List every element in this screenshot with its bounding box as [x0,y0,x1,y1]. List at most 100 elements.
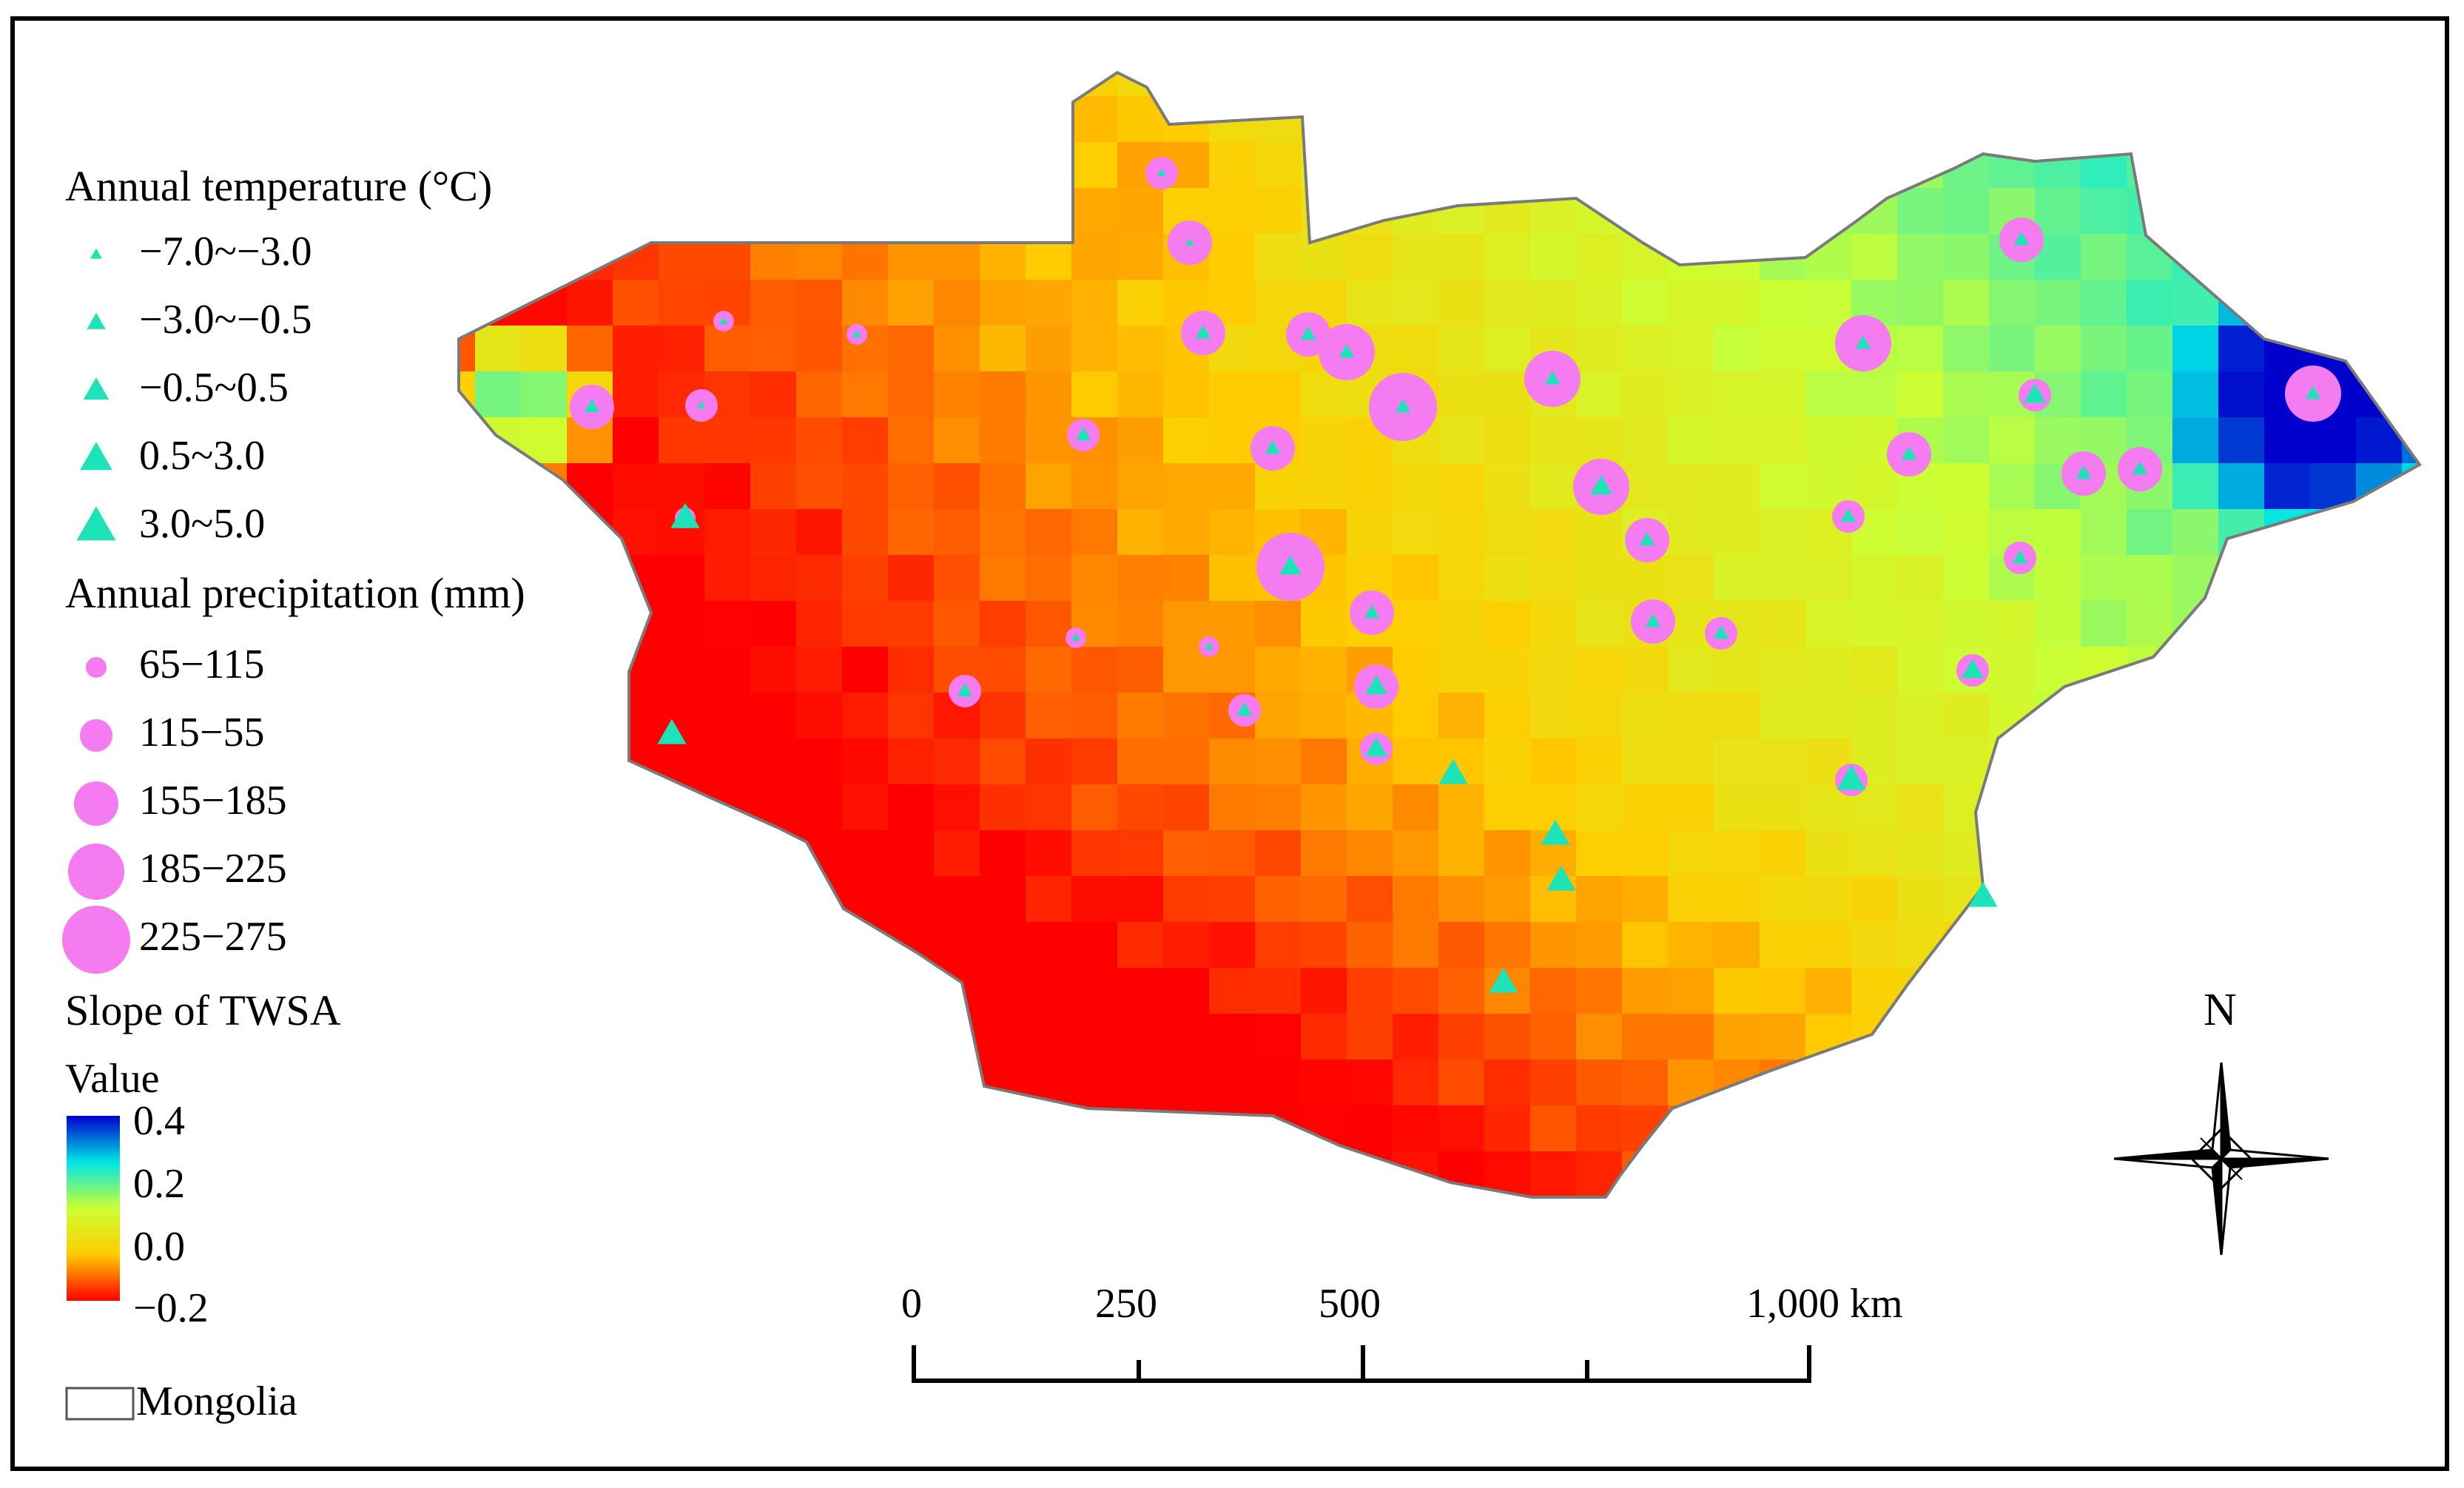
raster-cell [704,96,751,143]
raster-cell [2081,509,2127,556]
raster-cell [659,968,705,1014]
raster-cell [1484,830,1531,877]
raster-cell [1393,693,1439,739]
raster-cell [613,693,659,739]
raster-cell [2402,142,2420,189]
raster-cell [1026,1197,1072,1244]
raster-cell [2402,601,2420,647]
raster-cell [1209,1151,1256,1197]
raster-cell [521,693,568,739]
raster-cell [704,738,751,785]
raster-cell [2127,968,2173,1014]
raster-cell [1760,968,1806,1014]
raster-cell [2127,784,2173,831]
raster-cell [1347,509,1393,556]
raster-cell [1393,1105,1439,1152]
raster-cell [1071,1060,1118,1106]
temperature-triangle [657,718,687,744]
raster-cell [1760,693,1806,739]
raster-cell [796,1197,843,1244]
stations-layer [570,157,2341,993]
temperature-triangle [1365,675,1387,695]
raster-cell [2035,922,2081,969]
raster-cell [613,784,659,831]
raster-cell [704,922,751,969]
raster-cell [2218,509,2265,556]
raster-cell [1163,1060,1210,1106]
raster-cell [2127,509,2173,556]
raster-cell [842,188,889,235]
raster-cell [1989,647,2036,693]
raster-cell [1484,234,1531,280]
raster-cell [750,234,797,280]
raster-cell [1943,371,1990,418]
raster-cell [1484,1014,1531,1060]
station-marker [1199,636,1219,657]
raster-cell [1163,555,1210,602]
raster-cell [1897,876,1944,923]
raster-cell [1209,234,1256,280]
raster-cell [1117,784,1164,831]
raster-cell [1668,326,1714,372]
raster-cell [934,922,980,969]
raster-cell [1897,1060,1944,1106]
raster-cell [2081,1014,2127,1060]
raster-cell [796,73,843,97]
raster-cell [2310,876,2357,923]
raster-cell [1943,142,1990,189]
raster-cell [1209,647,1256,693]
raster-cell [1530,96,1577,143]
raster-cell [1484,1105,1531,1152]
raster-cell [613,73,659,97]
raster-cell [2264,1197,2311,1244]
raster-cell [2264,417,2311,464]
raster-cell [459,1014,476,1060]
temperature-triangle [1075,427,1091,441]
raster-cell [613,738,659,785]
raster-cell [2172,96,2219,143]
raster-cell [1897,738,1944,785]
raster-cell [1484,142,1531,189]
raster-cell [521,555,568,602]
temperature-triangle [1489,967,1518,993]
raster-cell [1622,647,1669,693]
raster-cell [2264,73,2311,97]
raster-cell [1255,1105,1302,1152]
raster-cell [1714,1014,1760,1060]
raster-cell [842,1105,889,1152]
raster-cell [1530,647,1577,693]
raster-cell [1071,922,1118,969]
raster-cell [2172,647,2219,693]
raster-cell [1393,647,1439,693]
raster-cell [521,1197,568,1244]
raster-cell [1576,738,1623,785]
raster-cell [888,371,935,418]
raster-cell [2310,1014,2357,1060]
raster-cell [1393,142,1439,189]
raster-cell [567,647,613,693]
raster-cell [888,73,935,97]
raster-cell [888,96,935,143]
raster-cell [1714,463,1760,510]
raster-cell [1209,1014,1256,1060]
raster-cell [1897,142,1944,189]
raster-cell [2081,784,2127,831]
raster-cell [567,1151,613,1197]
raster-cell [1989,142,2036,189]
raster-cell [2218,142,2265,189]
raster-cell [659,96,705,143]
raster-cell [567,876,613,923]
raster-cell [1117,417,1164,464]
raster-cell [1163,96,1210,143]
raster-cell [2035,693,2081,739]
raster-cell [2264,922,2311,969]
raster-cell [796,601,843,647]
raster-cell [1255,968,1302,1014]
raster-cell [1484,1060,1531,1106]
raster-cell [2402,509,2420,556]
raster-cell [2402,876,2420,923]
raster-cell [2402,922,2420,969]
raster-cell [2218,188,2265,235]
raster-cell [1438,73,1485,97]
ramp-label-min: −0.2 [133,1285,209,1331]
